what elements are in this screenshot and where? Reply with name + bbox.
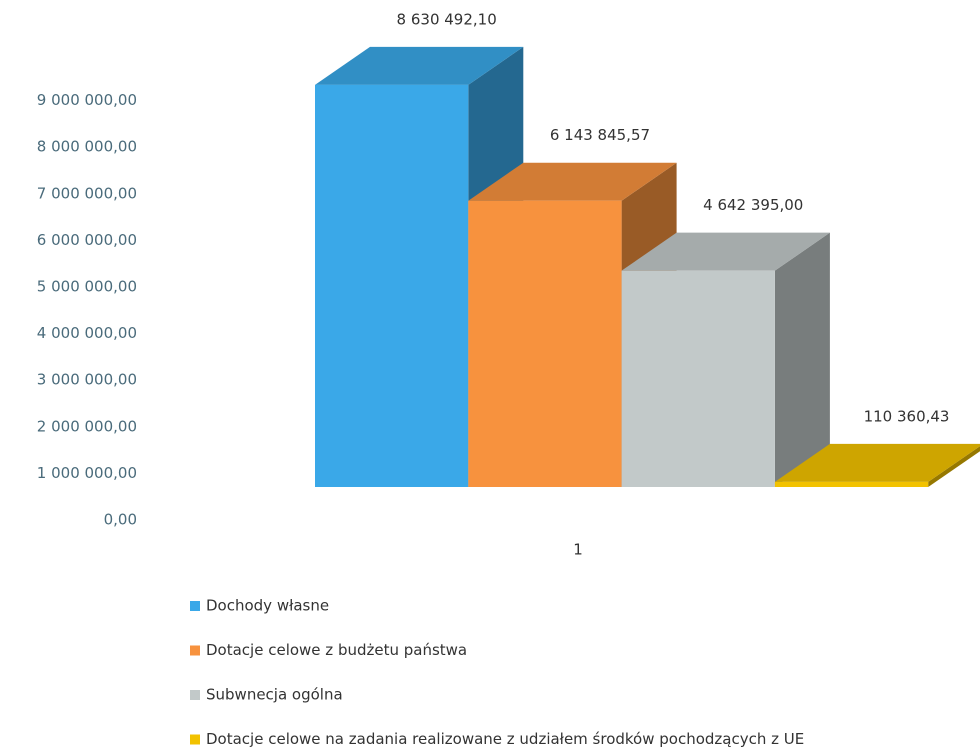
y-tick-label: 7 000 000,00 — [37, 184, 137, 202]
y-tick-label: 1 000 000,00 — [37, 464, 137, 482]
data-label: 4 642 395,00 — [703, 196, 803, 214]
y-tick-label: 3 000 000,00 — [37, 371, 137, 389]
legend-label: Dotacje celowe na zadania realizowane z … — [206, 730, 804, 748]
bar — [621, 270, 775, 487]
x-tick-label: 1 — [573, 541, 583, 559]
data-label: 8 630 492,10 — [397, 10, 497, 28]
bar — [468, 200, 622, 488]
bar — [774, 481, 929, 487]
legend-label: Dotacje celowe z budżetu państwa — [206, 641, 467, 659]
y-tick-label: 5 000 000,00 — [37, 278, 137, 296]
data-label: 110 360,43 — [864, 407, 950, 425]
y-tick-label: 4 000 000,00 — [37, 324, 137, 342]
y-tick-label: 0,00 — [104, 511, 137, 529]
data-label: 6 143 845,57 — [550, 126, 650, 144]
bar-top — [774, 443, 980, 482]
bar-top — [315, 46, 524, 85]
bar-top — [621, 232, 830, 271]
y-tick-label: 8 000 000,00 — [37, 138, 137, 156]
legend-label: Subwnecja ogólna — [206, 686, 343, 704]
legend-swatch — [190, 690, 200, 700]
legend-swatch — [190, 645, 200, 656]
legend-swatch — [190, 734, 200, 745]
y-tick-label: 6 000 000,00 — [37, 231, 137, 249]
bar-top — [468, 162, 677, 201]
bar — [315, 84, 469, 488]
legend-swatch — [190, 601, 200, 611]
legend-label: Dochody własne — [206, 597, 329, 615]
bar-side — [928, 446, 980, 487]
y-tick-label: 2 000 000,00 — [37, 417, 137, 435]
y-tick-label: 9 000 000,00 — [37, 91, 137, 109]
bar-side — [774, 232, 830, 487]
